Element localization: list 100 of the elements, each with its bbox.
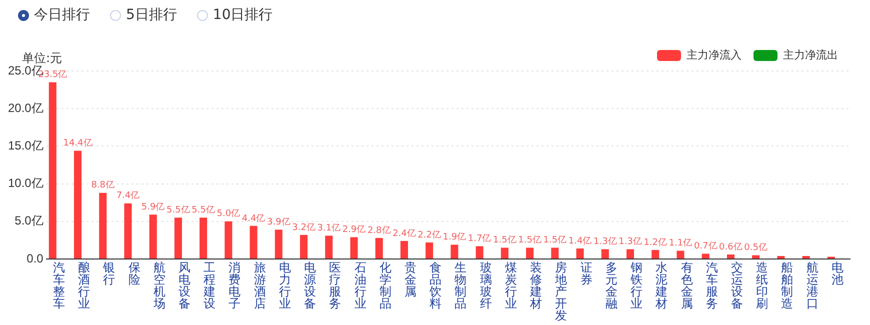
bar [576,248,584,258]
data-label: 0.5亿 [744,242,768,254]
text: 10日排行 [212,6,273,24]
bar [802,256,810,258]
text: 5日排行 [126,6,177,24]
bar [426,242,434,258]
bar [250,226,258,258]
y-tick-label: 15.0亿 [8,138,44,153]
bar [702,254,710,258]
data-label: 3.9亿 [266,216,290,228]
x-tick-label: 汽车整车 [52,260,65,310]
data-label: 1.3亿 [593,236,617,248]
bar [350,237,358,258]
bar [74,150,82,258]
bar [224,221,232,258]
data-label: 5.5亿 [192,204,215,216]
bar [450,244,458,258]
data-label: 1.5亿 [518,234,542,246]
legend-label: 主力净流入 [686,48,742,62]
x-tick-label: 化学制品 [379,260,392,310]
x-tick-label: 酿酒行业 [78,260,90,310]
bar [652,250,660,258]
data-label: 4.4亿 [242,212,266,224]
x-tick-label: 保险 [128,260,140,286]
data-label: 2.9亿 [342,224,366,236]
y-tick-label: 0.0 [26,251,44,266]
data-label: 1.1亿 [668,238,692,249]
y-tick-label: 10.0亿 [8,176,44,190]
data-label: 5.0亿 [216,208,240,220]
x-tick-label: 电池 [831,260,844,286]
data-label: 8.8亿 [91,180,115,191]
y-tick-label: 5.0亿 [14,214,44,228]
x-tick-label: 生物制品 [454,260,467,310]
x-tick-label: 有色金属 [680,260,693,310]
data-label: 5.5亿 [166,204,190,216]
data-label: 1.3亿 [618,236,642,248]
data-label: 3.2亿 [292,222,316,233]
x-tick-label: 船舶制造 [781,260,794,310]
data-label: 5.9亿 [141,201,165,212]
bar [325,236,333,258]
bar [777,256,785,258]
x-tick-label: 消费电子 [228,260,241,310]
x-tick-label: 房地产开发 [554,260,568,322]
x-tick-label: 水泥建材 [654,260,668,310]
x-tick-label: 风电设备 [178,260,190,310]
bar [551,248,559,258]
bar [752,255,760,258]
bar [601,249,609,258]
data-label: 1.2亿 [644,236,668,248]
data-label: 2.4亿 [392,228,416,239]
bar [200,218,208,258]
bar [476,246,484,258]
x-tick-label: 汽车服务 [706,260,718,310]
data-label: 2.8亿 [367,224,391,236]
x-tick-label: 煤炭行业 [504,260,517,310]
x-tick-label: 电力行业 [278,260,291,310]
bar [676,250,684,258]
bar [149,214,157,258]
data-label: 1.5亿 [543,234,567,246]
bar [174,218,182,258]
data-label: 0.7亿 [694,240,718,252]
x-tick-label: 装修建材 [529,260,542,310]
x-tick-label: 医疗服务 [329,260,342,310]
bar [526,248,534,258]
bar [726,254,734,258]
bar [274,230,282,258]
data-label: 2.2亿 [418,229,442,240]
x-tick-label: 证券 [580,260,592,286]
data-label: 1.5亿 [493,234,516,246]
data-label: 1.4亿 [568,235,592,246]
bar [99,192,107,258]
x-tick-label: 贵金属 [404,260,417,298]
x-tick-label: 交运设备 [730,260,743,310]
y-tick-label: 20.0亿 [8,100,44,115]
data-label: 7.4亿 [116,190,140,202]
bar [124,203,132,258]
x-tick-label: 钢铁行业 [630,260,643,310]
bar [48,82,56,258]
x-tick-label: 旅游酒店 [254,260,266,310]
x-tick-label: 银行 [102,260,116,286]
bar [400,240,408,258]
legend-label: 主力净流出 [783,48,838,62]
data-label: 1.9亿 [442,232,466,243]
x-tick-label: 食品饮料 [428,260,442,310]
x-tick-label: 航运港口 [806,260,818,310]
x-tick-label: 石油行业 [354,260,366,310]
x-tick-label: 电源设备 [304,260,316,310]
text: 今日排行 [34,6,90,24]
x-tick-label: 工程建设 [202,260,216,310]
data-label: 1.7亿 [468,233,492,244]
y-axis-title: 单位:元 [22,51,62,66]
bar [375,238,383,258]
bar [626,249,634,258]
x-tick-label: 玻璃玻纤 [480,260,492,310]
data-label: 14.4亿 [63,138,92,149]
data-label: 0.6亿 [719,241,742,252]
bar [500,248,508,258]
bar [300,234,308,258]
x-tick-label: 造纸印刷 [756,260,768,310]
data-label: 3.1亿 [317,222,341,234]
